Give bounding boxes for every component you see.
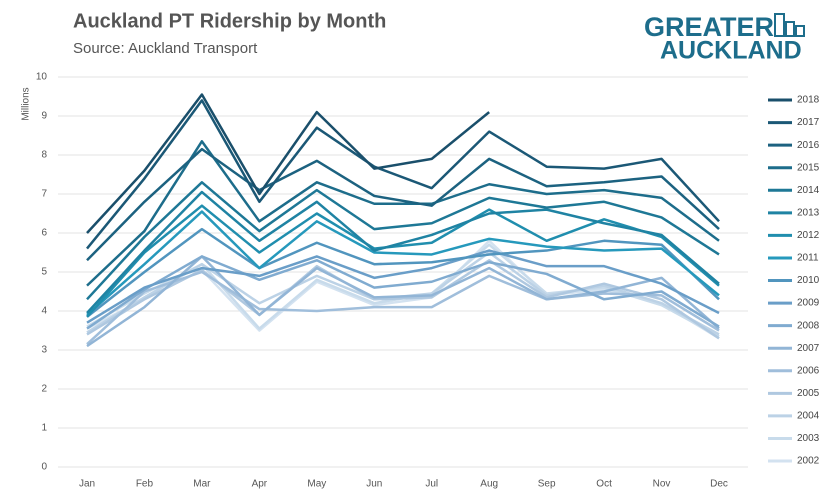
legend-label: 2002 (797, 456, 820, 467)
y-axis-label: Millions (21, 87, 32, 120)
series-line (86, 227, 720, 318)
x-tick-label: Dec (710, 479, 728, 490)
legend-label: 2014 (797, 185, 820, 196)
legend-label: 2007 (797, 343, 820, 354)
series-line (86, 147, 720, 262)
x-tick-label: Jul (425, 479, 438, 490)
chart-title: Auckland PT Ridership by Month (73, 10, 386, 32)
y-tick-label: 1 (41, 423, 47, 434)
x-tick-label: Nov (653, 479, 671, 490)
x-tick-label: Oct (596, 479, 612, 490)
y-tick-label: 10 (36, 72, 48, 83)
series-line (86, 249, 720, 324)
y-tick-label: 6 (41, 228, 47, 239)
x-tick-label: Feb (136, 479, 154, 490)
series-line (86, 210, 720, 316)
x-tick-label: Sep (538, 479, 556, 490)
x-tick-label: Apr (252, 479, 268, 490)
y-tick-label: 0 (41, 462, 47, 473)
logo-icon (774, 13, 805, 37)
legend-label: 2016 (797, 140, 820, 151)
y-tick-label: 2 (41, 384, 47, 395)
series-line (86, 93, 490, 234)
legend-label: 2013 (797, 207, 820, 218)
logo-text: AUCKLAND (660, 37, 802, 65)
legend-label: 2004 (797, 411, 820, 422)
y-tick-label: 3 (41, 345, 47, 356)
legend-label: 2012 (797, 230, 820, 241)
y-tick-label: 8 (41, 150, 47, 161)
legend-label: 2009 (797, 298, 820, 309)
series-line (86, 255, 720, 330)
y-tick-label: 9 (41, 111, 47, 122)
legend-label: 2015 (797, 162, 820, 173)
legend-label: 2010 (797, 275, 820, 286)
legend-label: 2018 (797, 95, 820, 106)
series-line (86, 204, 720, 318)
x-tick-label: Jun (366, 479, 382, 490)
series-line (86, 270, 720, 346)
legend-label: 2003 (797, 433, 820, 444)
logo-text: GREATER (644, 12, 774, 42)
series-line (86, 181, 720, 301)
legend-label: 2011 (797, 253, 819, 264)
y-tick-label: 4 (41, 306, 47, 317)
y-tick-label: 7 (41, 189, 47, 200)
series-line (86, 190, 720, 314)
legend-label: 2008 (797, 320, 820, 331)
series-line (86, 255, 720, 348)
x-tick-label: Aug (480, 479, 498, 490)
legend-label: 2006 (797, 365, 820, 376)
x-tick-label: Mar (193, 479, 211, 490)
x-tick-label: Jan (79, 479, 95, 490)
x-tick-label: May (307, 479, 326, 490)
chart-subtitle: Source: Auckland Transport (73, 40, 258, 57)
legend-label: 2017 (797, 117, 820, 128)
legend-label: 2005 (797, 388, 820, 399)
y-tick-label: 5 (41, 267, 47, 278)
series-line (86, 99, 720, 250)
